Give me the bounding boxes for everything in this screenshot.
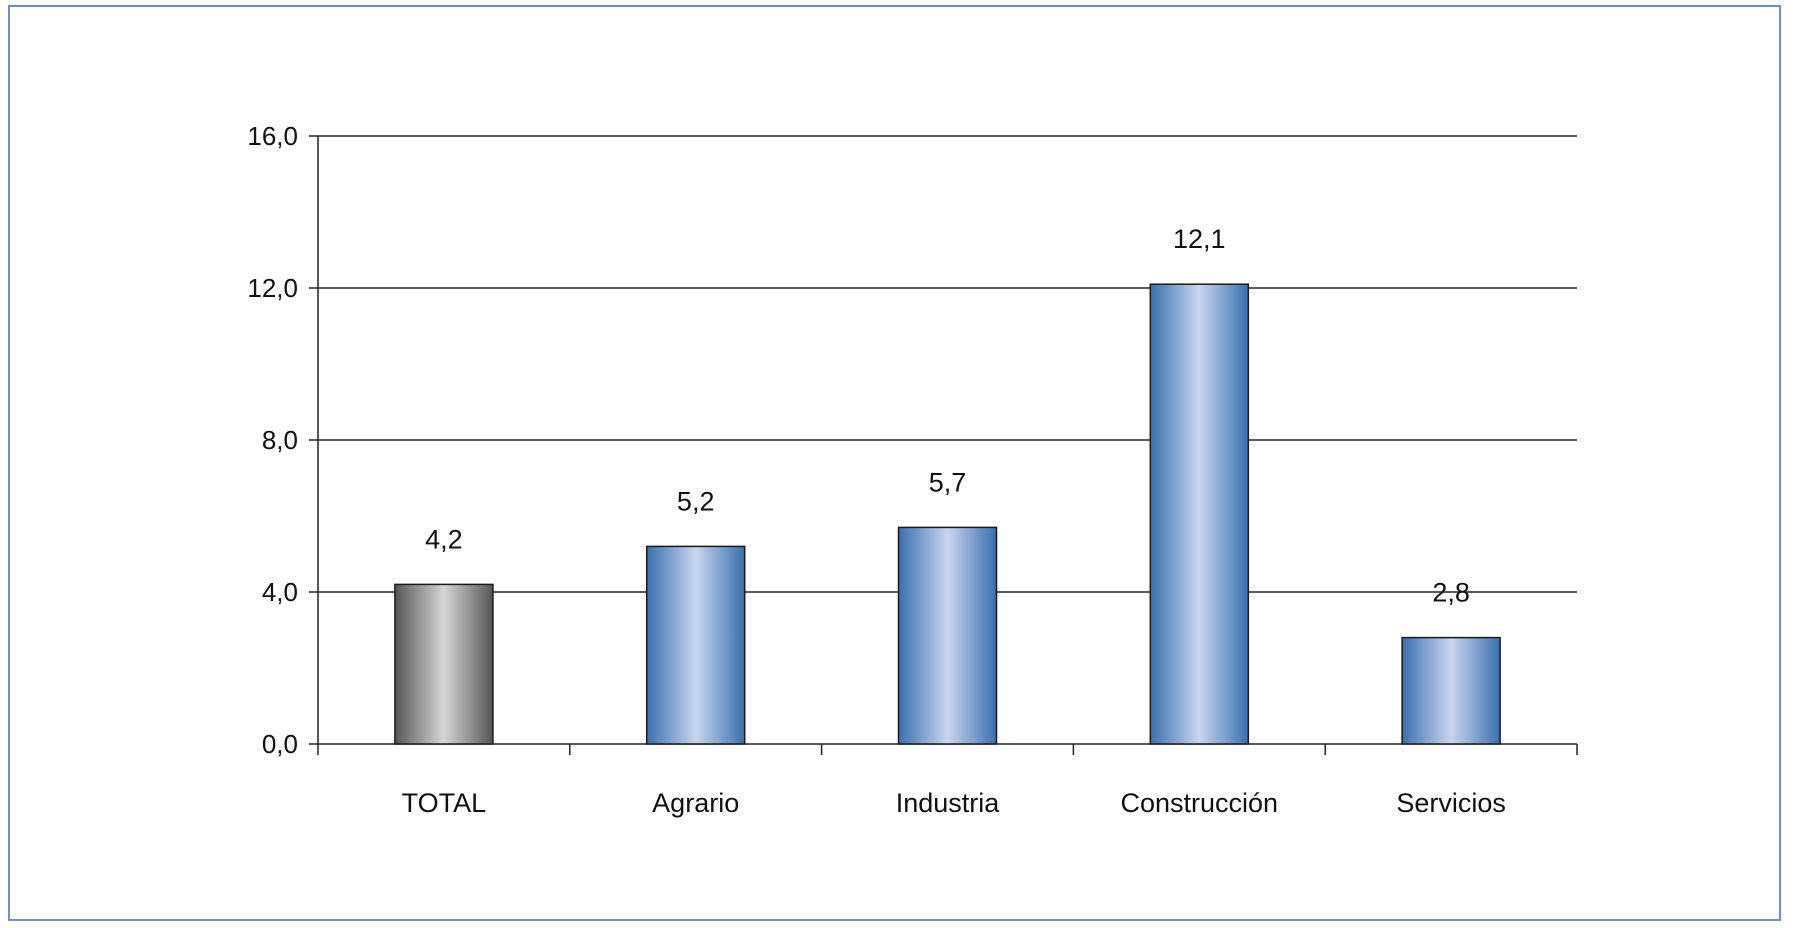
y-tick-label: 8,0 bbox=[262, 425, 298, 455]
x-category-label: Industria bbox=[896, 788, 1001, 818]
x-category-label: Servicios bbox=[1396, 788, 1506, 818]
data-label: 12,1 bbox=[1173, 224, 1226, 254]
x-category-label: Construcción bbox=[1121, 788, 1279, 818]
bar-construcci-n bbox=[1149, 283, 1250, 745]
y-tick-label: 16,0 bbox=[247, 121, 298, 151]
labels: 0,0 4,0 8,0 12,0 16,0 4,2 TOTAL 5,2 Agrario 5,7 In… bbox=[247, 121, 1505, 818]
y-tick-label: 0,0 bbox=[262, 729, 298, 759]
y-tick-label: 12,0 bbox=[247, 273, 298, 303]
bar-agrario bbox=[645, 545, 746, 745]
bar-servicios bbox=[1401, 636, 1501, 745]
bar-total bbox=[394, 583, 494, 745]
data-label: 5,2 bbox=[677, 486, 715, 516]
bars bbox=[394, 283, 1501, 745]
data-label: 2,8 bbox=[1432, 578, 1470, 608]
axes bbox=[317, 136, 1578, 755]
data-label: 5,7 bbox=[929, 467, 967, 497]
chart-frame bbox=[8, 5, 1781, 921]
x-category-label: TOTAL bbox=[402, 788, 487, 818]
x-category-label: Agrario bbox=[652, 788, 739, 818]
y-tick-label: 4,0 bbox=[262, 577, 298, 607]
bar-industria bbox=[897, 526, 998, 745]
data-label: 4,2 bbox=[425, 524, 463, 554]
